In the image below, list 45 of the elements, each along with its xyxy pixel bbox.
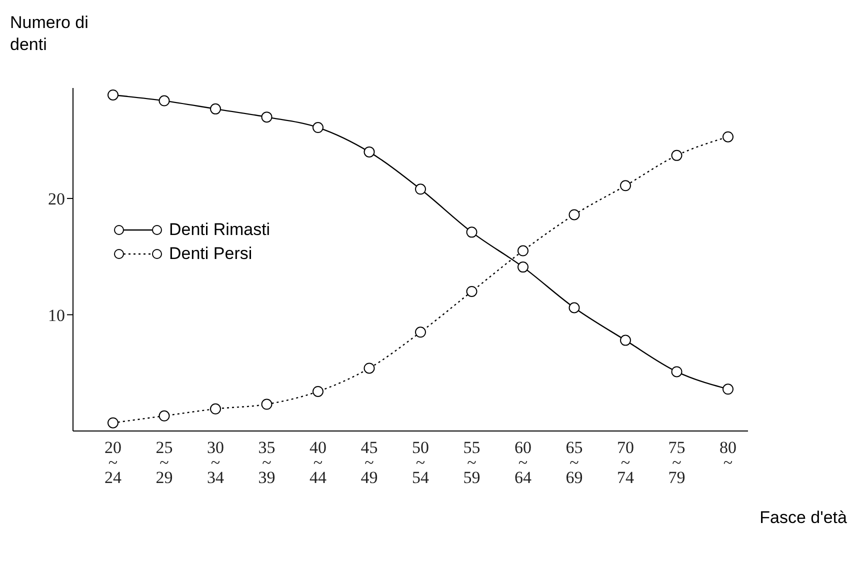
x-tick-label: 60 ~ 64 — [514, 438, 532, 487]
x-tick-label: 50 ~ 54 — [412, 438, 430, 487]
point — [210, 103, 221, 114]
point — [158, 410, 170, 422]
point — [620, 180, 631, 192]
x-tick-label: 80 ~ — [720, 438, 736, 472]
x-tick-label: 35 ~ 39 — [258, 438, 276, 487]
point — [108, 417, 118, 428]
x-tick-label: 75 ~ 79 — [668, 438, 686, 487]
x-tick-label: 20 ~ 24 — [104, 438, 122, 487]
point — [415, 184, 426, 195]
x-tick-label: 55 ~ 59 — [463, 438, 480, 487]
point — [722, 131, 734, 142]
x-tick-label: 30 ~ 34 — [207, 438, 224, 487]
point — [518, 245, 528, 256]
point — [518, 262, 528, 273]
legend-label: Denti Persi — [169, 244, 252, 264]
point — [671, 366, 682, 378]
point — [620, 334, 631, 346]
y-axis-title: Numero di denti — [10, 12, 90, 56]
point — [364, 362, 375, 374]
point — [568, 302, 580, 314]
x-tick-label: 70 ~ 74 — [617, 438, 634, 487]
point — [312, 386, 324, 397]
point — [210, 403, 221, 414]
point — [466, 226, 478, 238]
y-tick-label: 10 — [48, 306, 65, 325]
x-tick-label: 25 ~ 29 — [156, 438, 173, 487]
point — [158, 95, 170, 106]
point — [415, 326, 426, 338]
y-tick-label: 20 — [48, 189, 65, 208]
point — [671, 150, 682, 161]
point — [466, 286, 478, 297]
point — [261, 398, 272, 410]
legend-label: Denti Rimasti — [169, 220, 270, 240]
point — [722, 384, 734, 395]
point — [568, 209, 580, 220]
point — [364, 146, 375, 158]
x-tick-label: 65 ~ 69 — [566, 438, 583, 487]
x-tick-label: 40 ~ 44 — [310, 438, 327, 487]
x-tick-label: 45 ~ 49 — [360, 438, 378, 487]
x-axis-title: Fasce d'età — [760, 508, 847, 528]
point — [108, 89, 118, 100]
point — [261, 112, 272, 123]
point — [312, 122, 324, 134]
